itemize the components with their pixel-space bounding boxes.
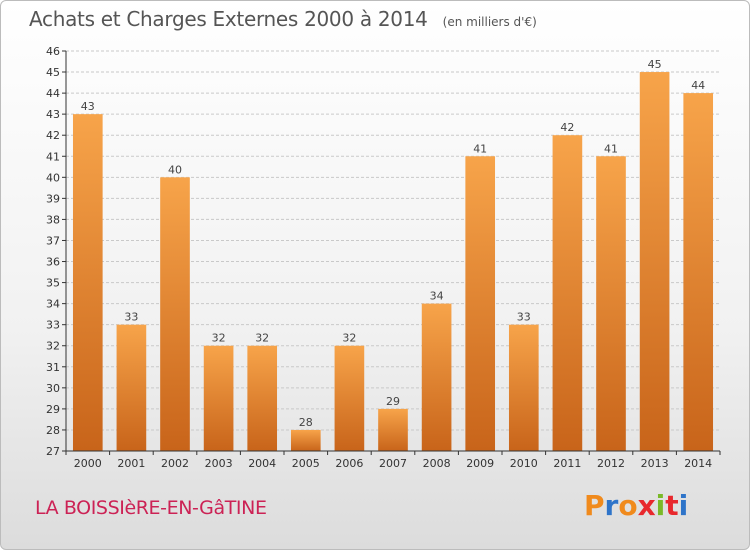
y-tick-label: 30 xyxy=(46,382,60,395)
x-tick-label: 2013 xyxy=(641,457,669,470)
brand-letter: i xyxy=(678,489,689,522)
bar-2001 xyxy=(116,324,147,451)
x-tick-label: 2001 xyxy=(117,457,145,470)
chart-title: Achats et Charges Externes 2000 à 2014 xyxy=(29,7,428,31)
y-tick-label: 38 xyxy=(46,213,60,226)
y-tick-label: 29 xyxy=(46,403,60,416)
data-label: 33 xyxy=(517,311,531,324)
brand-letter: i xyxy=(655,489,666,522)
y-tick-label: 35 xyxy=(46,277,60,290)
data-label: 43 xyxy=(81,100,95,113)
bar-2005 xyxy=(290,429,321,451)
brand-letter: t xyxy=(665,489,679,522)
data-label: 42 xyxy=(560,121,574,134)
y-tick-label: 37 xyxy=(46,234,60,247)
labels: 27 28 29 30 31 32 33 34 35 36 37 38 39 40 41 42 43 44 45 46… xyxy=(46,45,712,470)
data-label: 29 xyxy=(386,395,400,408)
bar-2000 xyxy=(72,114,103,451)
bar-2009 xyxy=(465,156,496,451)
y-tick-label: 28 xyxy=(46,424,60,437)
data-label: 33 xyxy=(124,311,138,324)
x-tick-label: 2011 xyxy=(553,457,581,470)
x-tick-label: 2003 xyxy=(205,457,233,470)
x-tick-label: 2014 xyxy=(684,457,712,470)
y-tick-label: 41 xyxy=(46,150,60,163)
axes xyxy=(62,50,721,455)
data-label: 41 xyxy=(604,142,618,155)
y-tick-label: 39 xyxy=(46,192,60,205)
bar-2011 xyxy=(552,135,583,452)
data-label: 32 xyxy=(255,332,269,345)
bar-2012 xyxy=(596,156,626,451)
data-label: 28 xyxy=(299,416,313,429)
brand-letter: o xyxy=(618,489,638,522)
y-tick-label: 27 xyxy=(46,445,60,458)
y-tick-label: 46 xyxy=(46,45,60,58)
brand-letter: P xyxy=(584,489,605,522)
bars xyxy=(72,72,714,452)
data-label: 45 xyxy=(648,58,662,71)
chart-header: Achats et Charges Externes 2000 à 2014 (… xyxy=(29,7,537,31)
bar-2014 xyxy=(683,93,714,452)
y-tick-label: 34 xyxy=(46,298,60,311)
bar-2013 xyxy=(639,72,670,451)
data-label: 44 xyxy=(691,79,705,92)
chart-subtitle: (en milliers d'€) xyxy=(442,15,537,29)
proxiti-logo: Proxiti xyxy=(584,489,688,522)
bar-2004 xyxy=(247,345,278,451)
bar-2008 xyxy=(421,303,452,451)
y-tick-label: 36 xyxy=(46,256,60,269)
y-tick-label: 31 xyxy=(46,361,60,374)
x-tick-label: 2007 xyxy=(379,457,407,470)
y-tick-label: 40 xyxy=(46,171,60,184)
y-tick-label: 44 xyxy=(46,87,60,100)
commune-name: LA BOISSIèRE-EN-GâTINE xyxy=(35,497,267,519)
data-label: 40 xyxy=(168,163,182,176)
x-tick-label: 2012 xyxy=(597,457,625,470)
x-tick-label: 2010 xyxy=(510,457,538,470)
y-tick-label: 32 xyxy=(46,340,60,353)
x-tick-label: 2009 xyxy=(466,457,494,470)
bar-2006 xyxy=(334,345,365,451)
data-label: 32 xyxy=(342,332,356,345)
y-tick-label: 43 xyxy=(46,108,60,121)
bar-2007 xyxy=(378,408,408,451)
x-tick-label: 2008 xyxy=(423,457,451,470)
y-tick-label: 42 xyxy=(46,129,60,142)
data-label: 34 xyxy=(430,290,444,303)
x-tick-label: 2004 xyxy=(248,457,276,470)
bar-2003 xyxy=(203,345,234,451)
x-tick-label: 2000 xyxy=(74,457,102,470)
y-tick-label: 45 xyxy=(46,66,60,79)
x-tick-label: 2006 xyxy=(335,457,363,470)
x-tick-label: 2002 xyxy=(161,457,189,470)
x-tick-label: 2005 xyxy=(292,457,320,470)
data-label: 32 xyxy=(212,332,226,345)
bar-2010 xyxy=(508,324,539,451)
y-tick-label: 33 xyxy=(46,319,60,332)
data-label: 41 xyxy=(473,142,487,155)
brand-letter: x xyxy=(637,489,656,522)
brand-letter: r xyxy=(604,489,619,522)
bar-2002 xyxy=(160,177,190,451)
